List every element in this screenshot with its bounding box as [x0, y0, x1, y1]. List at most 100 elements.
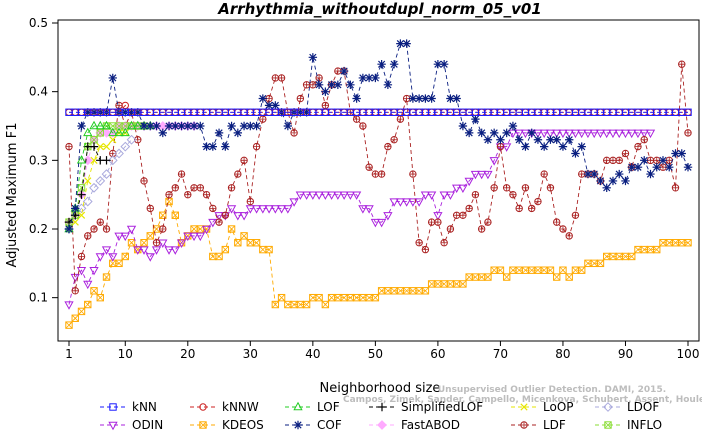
data-point [377, 60, 386, 69]
x-tick-label: 10 [118, 347, 133, 361]
watermark-top: Unsupervised Outlier Detection. DAMI, 20… [438, 385, 666, 395]
data-point [240, 156, 248, 165]
data-point [333, 80, 343, 89]
data-point [509, 190, 517, 199]
data-point [627, 163, 636, 172]
x-tick-label: 1 [65, 347, 73, 361]
data-point [84, 177, 92, 185]
data-point [296, 94, 305, 103]
data-point [101, 246, 112, 255]
data-point [170, 246, 180, 255]
data-point [459, 280, 467, 288]
data-point [96, 142, 104, 151]
data-point [277, 74, 286, 82]
legend-item-knnw: kNNW [190, 400, 259, 414]
data-point [326, 191, 337, 200]
data-point [76, 155, 87, 164]
data-point [640, 136, 648, 144]
data-point [101, 169, 112, 179]
data-point [621, 149, 630, 158]
x-tick-label: 30 [243, 347, 258, 361]
data-point [283, 121, 293, 131]
data-point [208, 218, 218, 228]
series-line-odin [68, 132, 651, 305]
series-odin [64, 129, 656, 310]
data-point [502, 128, 511, 138]
data-point [615, 169, 624, 179]
data-point [333, 191, 343, 200]
data-point [107, 155, 118, 166]
data-point [120, 232, 130, 242]
legend-label: LoOP [543, 400, 574, 414]
legend-marker [199, 403, 207, 411]
data-point [259, 245, 267, 254]
data-point [295, 191, 305, 200]
data-point [521, 184, 530, 192]
legend: kNN kNNW LOF SimplifiedLOF LoOP LDOF ODIN KDEOS… [100, 400, 662, 432]
data-point [277, 293, 286, 302]
data-point [126, 225, 137, 235]
data-point [201, 225, 212, 235]
data-point [527, 204, 536, 213]
data-point [590, 169, 599, 179]
data-point [115, 101, 123, 110]
data-point [252, 121, 261, 131]
data-point [302, 300, 311, 309]
data-point [177, 121, 186, 131]
data-point [595, 129, 606, 139]
data-point [677, 149, 686, 158]
data-point [584, 259, 592, 268]
legend-marker [520, 403, 528, 411]
data-point [302, 81, 311, 89]
data-point [234, 170, 242, 178]
x-axis: 1 10 20 30 40 50 60 70 80 90 100 [65, 340, 700, 361]
data-point [671, 184, 680, 192]
data-point [339, 66, 349, 76]
data-point [240, 232, 248, 240]
series-ldof [64, 134, 137, 234]
data-point [227, 184, 236, 192]
x-tick-label: 100 [677, 347, 700, 361]
data-point [246, 239, 255, 247]
data-point [102, 225, 111, 233]
legend-item-cof: COF [285, 418, 342, 432]
data-point [383, 212, 393, 221]
data-point [239, 121, 249, 131]
data-point [414, 198, 424, 207]
x-tick-label: 80 [555, 347, 570, 361]
data-point [133, 108, 142, 117]
data-point [477, 128, 486, 138]
legend-label: INFLO [627, 418, 662, 432]
data-point [108, 253, 118, 262]
data-point [214, 128, 224, 138]
data-point [496, 135, 505, 144]
data-point [151, 246, 162, 255]
data-point [559, 266, 567, 274]
data-point [146, 232, 154, 240]
legend-label: SimplifiedLOF [401, 400, 483, 414]
data-point [246, 121, 255, 131]
x-tick-label: 40 [305, 347, 320, 361]
data-point [470, 170, 481, 180]
data-point [165, 197, 173, 206]
data-point [515, 204, 523, 213]
legend-label: KDEOS [222, 418, 264, 432]
data-point [202, 190, 211, 199]
data-point [439, 60, 449, 69]
data-point [684, 129, 692, 137]
data-point [114, 232, 124, 242]
legend-label: COF [317, 418, 342, 432]
data-point [183, 232, 193, 242]
data-point [489, 157, 499, 166]
data-point [346, 80, 355, 89]
data-point [96, 129, 104, 137]
data-point [627, 129, 637, 139]
data-point [265, 245, 273, 254]
data-point [396, 39, 405, 48]
data-point [445, 191, 456, 200]
legend-marker [108, 421, 118, 431]
data-point [158, 128, 167, 138]
data-point [603, 156, 611, 165]
legend-item-odin: ODIN [100, 418, 163, 432]
